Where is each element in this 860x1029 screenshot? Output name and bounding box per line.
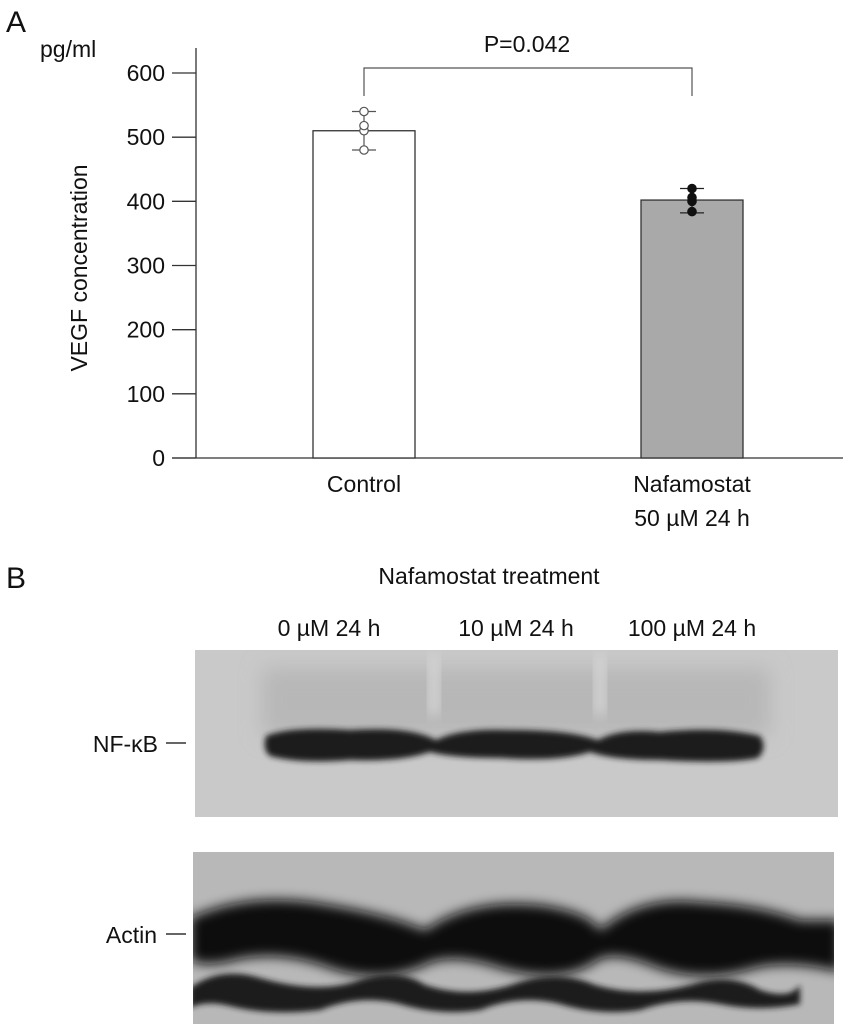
actin-band-main <box>193 899 834 976</box>
y-tick-label-300: 300 <box>127 253 165 279</box>
nfkb-blot: NF-κB <box>93 650 838 817</box>
nfkb-smear <box>262 668 770 736</box>
x-tick-label-0-0: Control <box>327 471 401 497</box>
y-tick-label-100: 100 <box>127 381 165 407</box>
treatment-header: Nafamostat treatment <box>378 563 600 589</box>
significance-bracket: P=0.042 <box>363 31 693 96</box>
data-point-1-0 <box>687 206 697 217</box>
y-tick-label-0: 0 <box>152 445 165 471</box>
lane-label-3: 100 µM 24 h <box>628 615 756 641</box>
actin-label: Actin <box>106 922 157 948</box>
nfkb-label: NF-κB <box>93 731 158 757</box>
lane-label-2: 10 µM 24 h <box>458 615 574 641</box>
panel-b-label: B <box>6 562 26 595</box>
data-point-1-2 <box>687 192 697 203</box>
nfkb-band <box>264 728 764 762</box>
y-axis-ticks: 0 100 200 300 400 500 600 <box>127 60 196 471</box>
bar-1 <box>640 199 744 459</box>
panel-a-label: A <box>6 6 26 39</box>
lane-label-1: 0 µM 24 h <box>278 615 381 641</box>
nfkb-lane-gap-2 <box>594 655 606 715</box>
y-tick-label-600: 600 <box>127 60 165 86</box>
data-point-1-3 <box>687 183 697 194</box>
significance-bracket-line <box>363 67 693 96</box>
y-tick-label-400: 400 <box>127 188 165 214</box>
x-tick-label-1-1: 50 µM 24 h <box>634 505 750 531</box>
data-point-0-3 <box>359 106 369 117</box>
data-point-0-2 <box>359 120 369 131</box>
bar-0 <box>312 130 416 459</box>
actin-band-lower <box>193 973 800 1013</box>
y-tick-label-500: 500 <box>127 124 165 150</box>
actin-blot: Actin <box>106 852 834 1024</box>
x-axis-tick-labels: Control Nafamostat 50 µM 24 h <box>327 471 751 531</box>
y-axis-title: VEGF concentration <box>66 164 92 371</box>
bars <box>312 106 744 459</box>
panel-b: B Nafamostat treatment 0 µM 24 h 10 µM 2… <box>6 562 838 1024</box>
x-tick-label-1-0: Nafamostat <box>633 471 751 497</box>
y-unit-label: pg/ml <box>40 36 96 62</box>
nfkb-lane-gap-1 <box>428 655 440 715</box>
y-tick-label-200: 200 <box>127 317 165 343</box>
data-point-0-0 <box>359 145 369 155</box>
p-value-label: P=0.042 <box>484 31 570 57</box>
panel-a: A pg/ml VEGF concentration 0 100 200 300 400… <box>6 6 843 531</box>
